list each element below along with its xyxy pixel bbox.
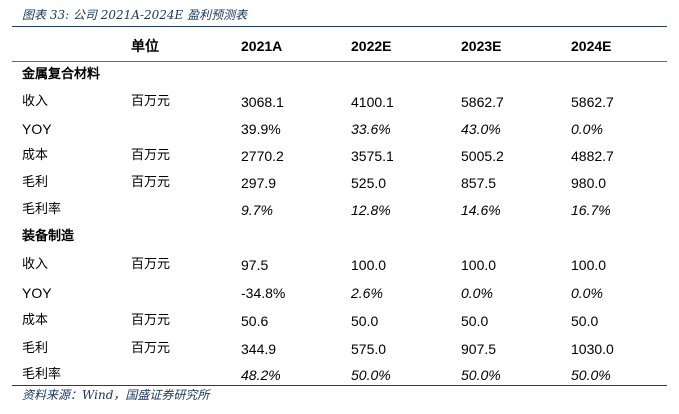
header-year-2022e: 2022E bbox=[351, 38, 392, 54]
table-cell: 16.7% bbox=[571, 202, 611, 218]
table-cell: 344.9 bbox=[241, 341, 277, 357]
row-unit: 百万元 bbox=[131, 175, 171, 190]
section-title-metal-composite: 金属复合材料 bbox=[22, 67, 101, 82]
table-cell: 14.6% bbox=[461, 202, 501, 218]
table-cell: 525.0 bbox=[351, 175, 387, 191]
row-label: 成本 bbox=[22, 313, 49, 328]
table-cell: 9.7% bbox=[241, 202, 273, 218]
table-cell: 43.0% bbox=[461, 121, 501, 137]
table-cell: 3575.1 bbox=[351, 148, 394, 164]
table-cell: 50.0% bbox=[571, 367, 611, 383]
row-unit: 百万元 bbox=[131, 148, 171, 163]
row-label: 毛利 bbox=[22, 175, 49, 190]
table-cell: 50.0 bbox=[351, 313, 379, 329]
table-cell: 100.0 bbox=[351, 257, 387, 273]
row-label: YOY bbox=[22, 121, 52, 137]
header-unit: 单位 bbox=[131, 38, 159, 54]
table-cell: 2.6% bbox=[351, 285, 383, 301]
table-cell: 297.9 bbox=[241, 175, 277, 191]
table-cell: 50.0% bbox=[461, 367, 501, 383]
row-unit: 百万元 bbox=[131, 341, 171, 356]
table-title: 图表 33: 公司 2021A-2024E 盈利预测表 bbox=[22, 8, 248, 22]
table-cell: 907.5 bbox=[461, 341, 497, 357]
row-label: 毛利 bbox=[22, 341, 49, 356]
header-year-2023e: 2023E bbox=[461, 38, 502, 54]
table-cell: 0.0% bbox=[461, 285, 493, 301]
row-label: 毛利率 bbox=[22, 202, 62, 217]
header-divider bbox=[12, 61, 667, 62]
table-cell: 39.9% bbox=[241, 121, 281, 137]
table-cell: 1030.0 bbox=[571, 341, 614, 357]
table-cell: 4100.1 bbox=[351, 94, 394, 110]
table-cell: 50.0 bbox=[571, 313, 599, 329]
table-cell: -34.8% bbox=[241, 285, 286, 301]
table-cell: 5005.2 bbox=[461, 148, 504, 164]
table-cell: 3068.1 bbox=[241, 94, 284, 110]
row-unit: 百万元 bbox=[131, 313, 171, 328]
table-cell: 12.8% bbox=[351, 202, 391, 218]
table-cell: 5862.7 bbox=[571, 94, 614, 110]
table-cell: 857.5 bbox=[461, 175, 497, 191]
table-cell: 0.0% bbox=[571, 121, 603, 137]
row-label: 成本 bbox=[22, 148, 49, 163]
row-unit: 百万元 bbox=[131, 257, 171, 272]
footer-divider bbox=[12, 385, 667, 386]
table-cell: 100.0 bbox=[571, 257, 607, 273]
table-cell: 575.0 bbox=[351, 341, 387, 357]
row-label: YOY bbox=[22, 285, 52, 301]
header-year-2024e: 2024E bbox=[571, 38, 612, 54]
section-title-equipment: 装备制造 bbox=[22, 229, 75, 244]
row-label: 收入 bbox=[22, 94, 49, 109]
table-cell: 0.0% bbox=[571, 285, 603, 301]
table-cell: 50.0 bbox=[461, 313, 489, 329]
table-cell: 50.6 bbox=[241, 313, 269, 329]
table-cell: 33.6% bbox=[351, 121, 391, 137]
row-unit: 百万元 bbox=[131, 94, 171, 109]
source-note: 资料来源：Wind，国盛证券研究所 bbox=[22, 388, 210, 402]
row-label: 收入 bbox=[22, 257, 49, 272]
table-cell: 48.2% bbox=[241, 367, 281, 383]
table-cell: 4882.7 bbox=[571, 148, 614, 164]
table-cell: 50.0% bbox=[351, 367, 391, 383]
header-year-2021a: 2021A bbox=[241, 38, 283, 54]
table-cell: 2770.2 bbox=[241, 148, 284, 164]
table-cell: 5862.7 bbox=[461, 94, 504, 110]
row-label: 毛利率 bbox=[22, 367, 62, 382]
table-cell: 100.0 bbox=[461, 257, 497, 273]
table-cell: 97.5 bbox=[241, 257, 269, 273]
title-divider bbox=[12, 26, 667, 27]
table-cell: 980.0 bbox=[571, 175, 607, 191]
